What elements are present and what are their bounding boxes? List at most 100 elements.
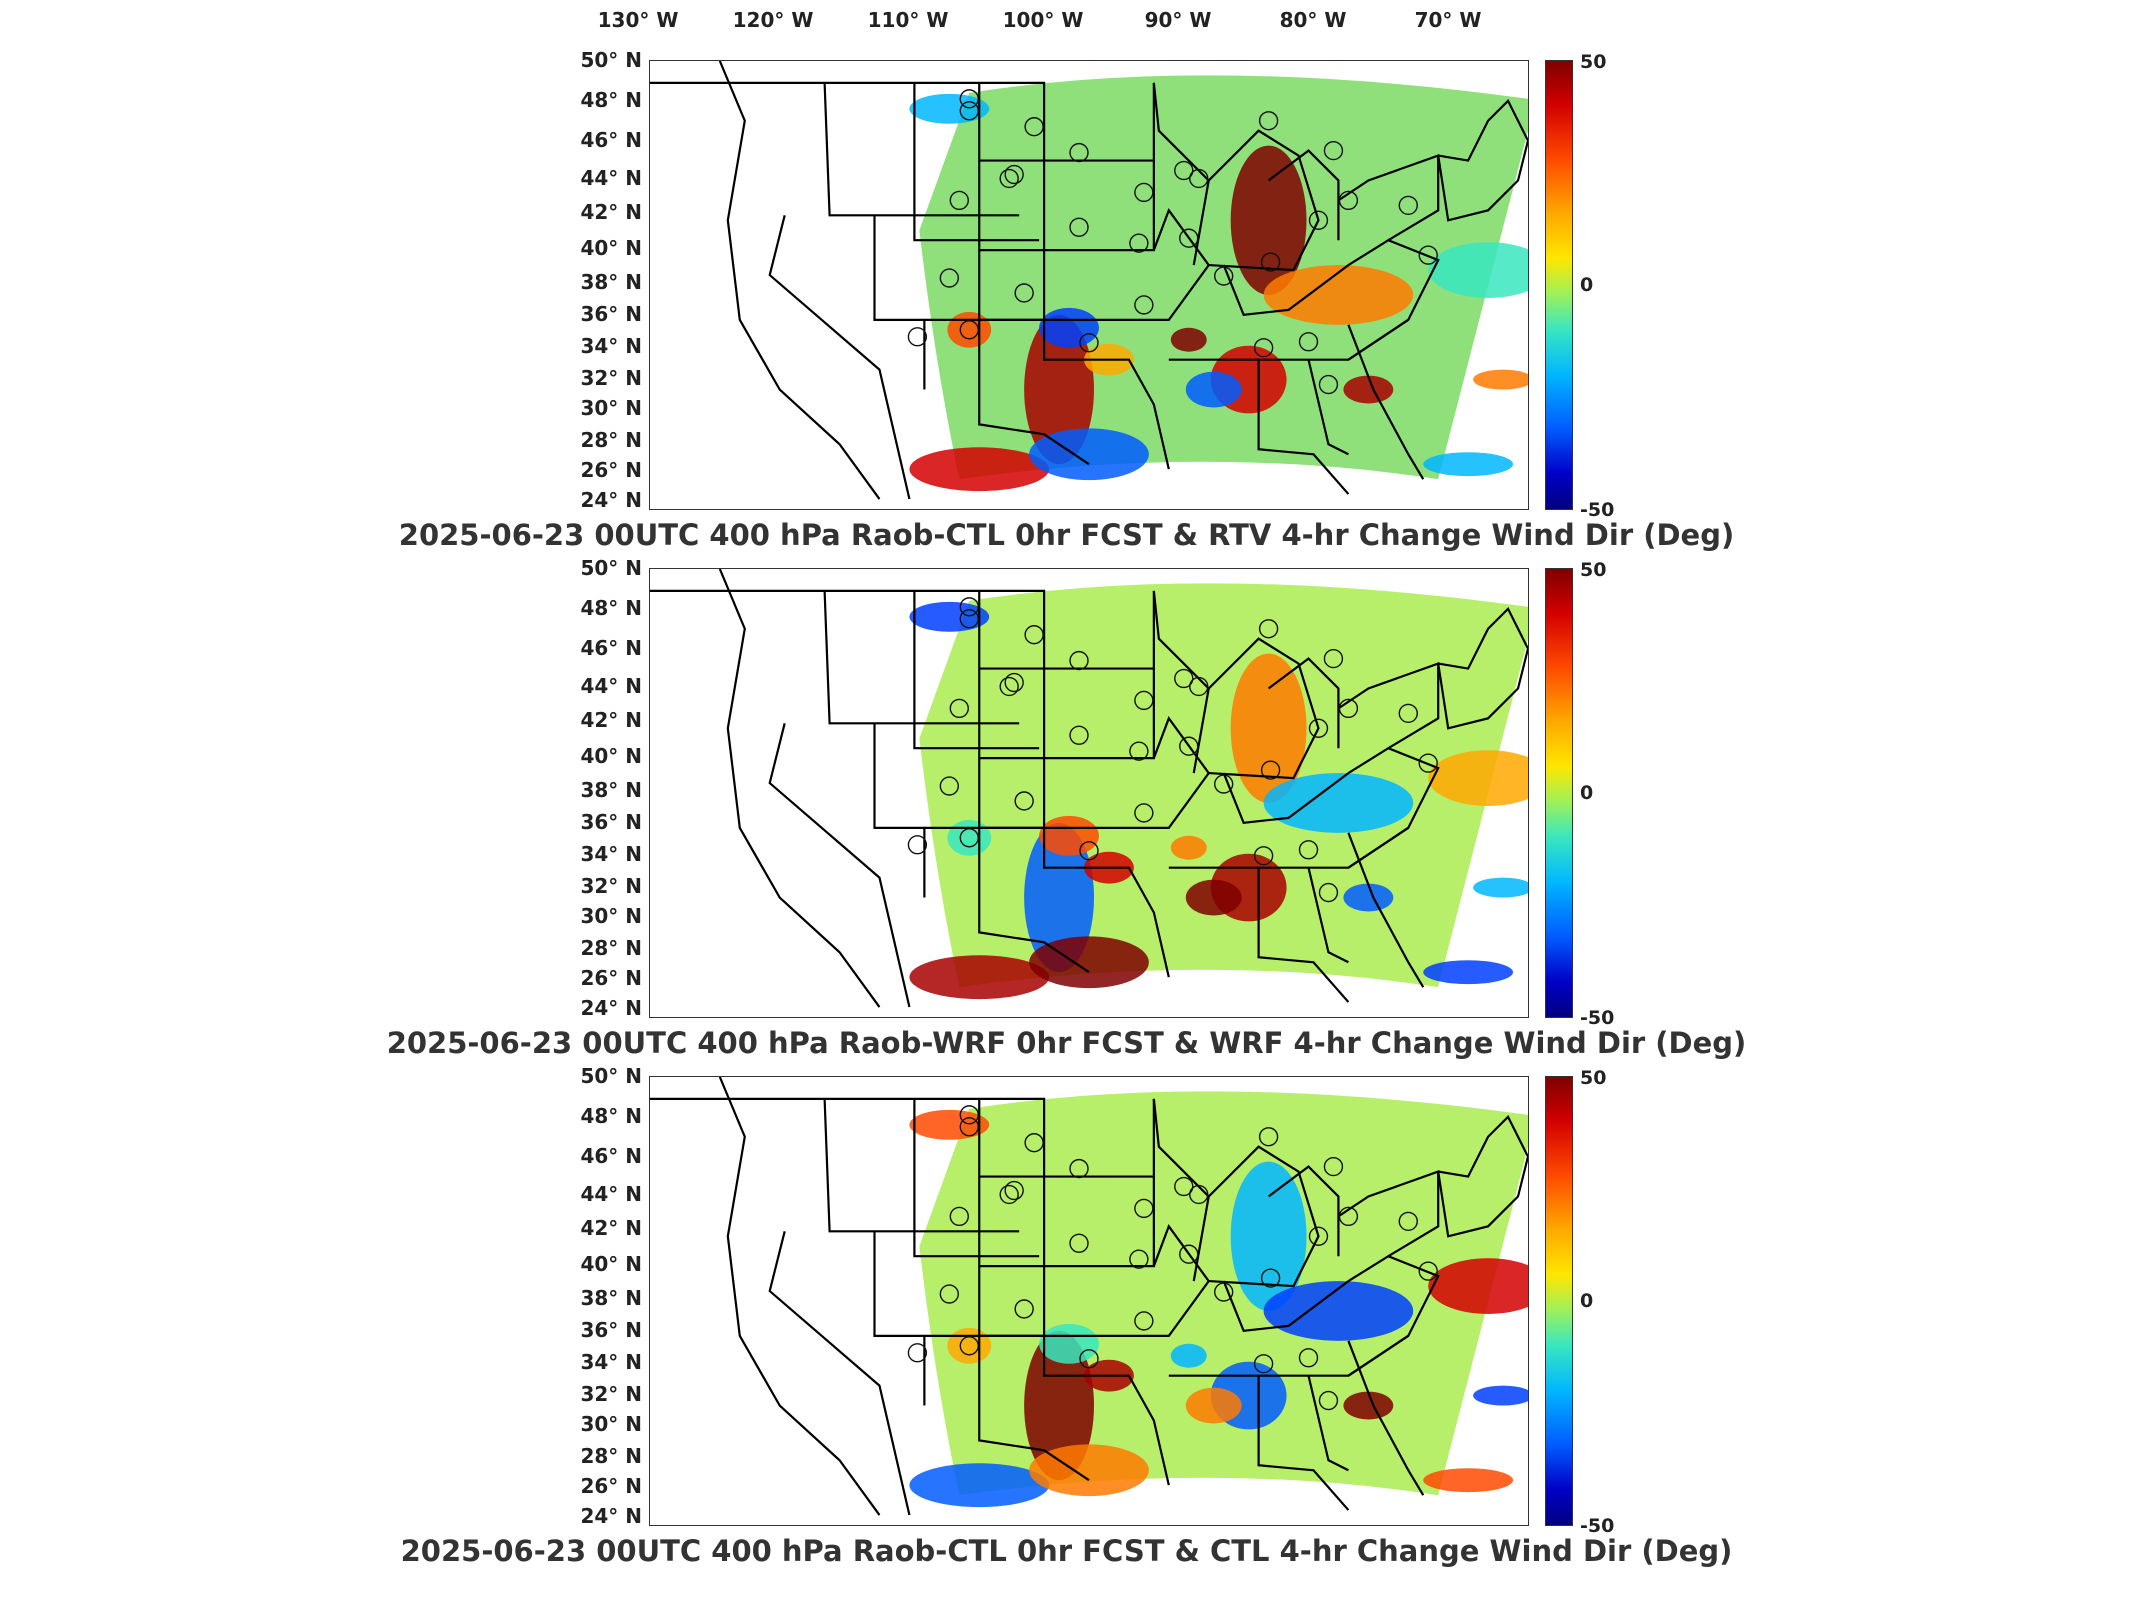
state-border — [913, 1098, 1040, 1258]
state-border — [1207, 637, 1320, 780]
anomaly-region — [1185, 1387, 1242, 1424]
lat-tick: 24° N — [580, 488, 642, 512]
raob-station-marker — [1189, 676, 1209, 697]
anomaly-region — [1263, 1281, 1414, 1341]
map-panel-3: 50° N 48° N 46° N 44° N 42° N 40° N 38° N 36° N… — [0, 1064, 2133, 1586]
raob-station-marker — [1258, 619, 1279, 639]
lat-tick: 38° N — [580, 1286, 642, 1310]
anomaly-region — [1428, 750, 1528, 806]
colorbar — [1545, 1076, 1573, 1526]
lon-tick: 100° W — [1002, 8, 1084, 32]
raob-station-marker — [1298, 840, 1319, 860]
anomaly-region — [1343, 1391, 1394, 1420]
lat-tick: 50° N — [580, 48, 642, 72]
raob-station-marker — [1323, 1156, 1344, 1177]
lat-tick: 28° N — [580, 428, 642, 452]
state-border — [1152, 82, 1210, 266]
anomaly-region — [1039, 307, 1099, 348]
anomaly-region — [1230, 145, 1307, 295]
state-border — [1043, 827, 1170, 978]
raob-station-marker — [1014, 791, 1034, 811]
raob-station-marker — [1338, 190, 1359, 211]
anomaly-region — [1263, 265, 1414, 325]
raob-station-marker — [1258, 1127, 1279, 1147]
anomaly-region — [1230, 1161, 1307, 1311]
state-border — [823, 1098, 1020, 1233]
lat-tick: 30° N — [580, 904, 642, 928]
colorbar-max-label: 50 — [1580, 559, 1607, 581]
raob-station-marker — [1260, 1268, 1281, 1288]
lon-tick: 70° W — [1414, 8, 1482, 32]
anomaly-region — [909, 447, 1050, 492]
lat-tick: 28° N — [580, 936, 642, 960]
lat-tick: 50° N — [580, 1064, 642, 1088]
colorbar-min-label: -50 — [1580, 1007, 1615, 1029]
anomaly-region — [1263, 773, 1414, 833]
map-panel-1: 50° N 48° N 46° N 44° N 42° N 40° N 38° N 36° N… — [0, 48, 2133, 570]
lat-tick: 42° N — [580, 708, 642, 732]
colorbar-min-label: -50 — [1580, 1515, 1615, 1537]
panel-title: 2025-06-23 00UTC 400 hPa Raob-CTL 0hr FC… — [398, 518, 1735, 552]
anomaly-region — [1473, 1385, 1528, 1406]
raob-station-marker — [1260, 252, 1281, 272]
raob-station-marker — [1024, 625, 1044, 645]
state-border — [718, 61, 881, 500]
map-svg — [650, 61, 1528, 500]
raob-station-marker — [907, 1343, 928, 1363]
anomaly-region — [909, 1109, 990, 1140]
raob-station-marker — [1134, 1198, 1154, 1219]
raob-station-marker — [1014, 1299, 1034, 1319]
raob-station-marker — [1014, 283, 1034, 303]
state-border — [718, 1077, 881, 1516]
raob-station-marker — [1308, 1226, 1329, 1246]
raob-station-marker — [1260, 760, 1281, 780]
lat-tick: 48° N — [580, 88, 642, 112]
state-border — [1347, 1254, 1440, 1377]
state-border — [1347, 1340, 1425, 1496]
raob-station-marker — [1174, 668, 1194, 689]
lat-tick: 38° N — [580, 270, 642, 294]
lat-tick: 46° N — [580, 636, 642, 660]
raob-station-marker — [1318, 1390, 1339, 1411]
raob-station-marker — [1189, 168, 1209, 189]
raob-station-marker — [1134, 1311, 1154, 1331]
anomaly-region — [1473, 877, 1528, 898]
state-border — [913, 590, 1040, 750]
anomaly-region — [1428, 1258, 1528, 1314]
state-border — [1347, 746, 1440, 869]
state-border — [1207, 129, 1320, 272]
state-border — [1347, 832, 1425, 988]
anomaly-region — [1024, 822, 1094, 973]
state-border — [1307, 1375, 1349, 1472]
map-svg — [650, 569, 1528, 1008]
state-border — [1152, 590, 1210, 774]
raob-station-marker — [959, 101, 979, 121]
raob-station-marker — [1069, 142, 1089, 163]
raob-station-marker — [999, 676, 1019, 697]
raob-station-marker — [1418, 753, 1438, 773]
lat-tick: 40° N — [580, 236, 642, 260]
raob-station-marker — [1174, 160, 1194, 181]
lat-tick: 32° N — [580, 366, 642, 390]
state-border — [979, 1224, 1211, 1337]
raob-station-marker — [1418, 1261, 1438, 1281]
raob-station-marker — [959, 89, 979, 109]
state-border — [1222, 772, 1350, 825]
raob-station-marker — [1398, 195, 1418, 216]
anomaly-region — [1343, 375, 1394, 404]
state-border — [768, 215, 911, 500]
lat-tick: 34° N — [580, 334, 642, 358]
anomaly-region — [1039, 1323, 1099, 1364]
lon-tick: 110° W — [867, 8, 949, 32]
lat-tick: 26° N — [580, 458, 642, 482]
lat-tick: 44° N — [580, 1182, 642, 1206]
raob-station-marker — [1129, 1249, 1149, 1269]
lon-tick: 130° W — [597, 8, 679, 32]
anomaly-region — [1473, 369, 1528, 390]
anomaly-region — [1423, 452, 1514, 477]
anomaly-region — [909, 1463, 1050, 1508]
raob-station-marker — [959, 1336, 979, 1356]
raob-station-marker — [1318, 374, 1339, 395]
raob-station-marker — [1258, 111, 1279, 131]
state-border — [1257, 359, 1350, 495]
